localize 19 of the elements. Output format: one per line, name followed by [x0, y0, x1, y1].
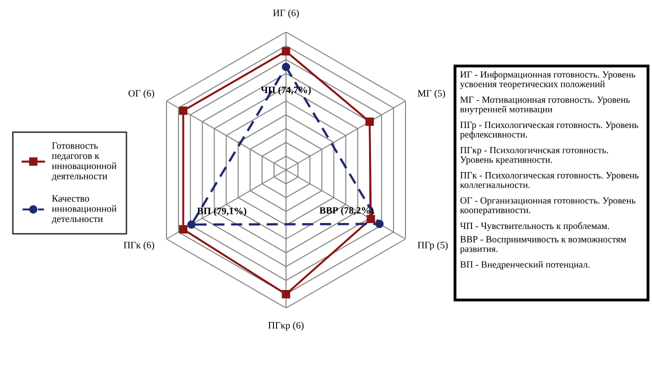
text: ЧП (74,7%): [260, 86, 311, 96]
spoke-label: ПГр (5): [418, 241, 448, 250]
text: ПГк - Психологическая готовность. Уровень коллегиальности.: [460, 172, 639, 188]
spoke-label: ИГ (6): [273, 9, 299, 18]
text: ПГр - Психологическая готовность. Уровень рефлексивности.: [460, 122, 638, 140]
text: ВП (79,1%): [197, 207, 246, 216]
text: ВВР - Восприимчивость к возможностям развития.: [460, 236, 626, 254]
spoke-label: ОГ (6): [128, 90, 154, 99]
spoke-label: МГ (5): [418, 90, 446, 99]
text: ПГкр - Психологичнская готовность. Уровень креативности.: [460, 146, 608, 165]
legend-label: Готовность педагогов к инновационной деятельности: [52, 142, 116, 182]
text: ИГ - Информационная готовность. Уровень усвоения теоретических положений: [460, 71, 636, 90]
legend-label: Качество инновационной детельности: [52, 195, 116, 224]
spoke-label: ПГк (6): [124, 241, 154, 250]
text: ЧП - Чувствительность к проблемам.: [460, 222, 610, 231]
text: МГ - Мотивационная готовность. Уровень внутренней мотивации: [460, 96, 630, 114]
text: ОГ - Организационная готовность. Уровень кооперативности.: [460, 197, 636, 216]
spoke-label: ПГкр (6): [268, 322, 304, 331]
text: ВП - Внедренческий потенциал.: [460, 261, 590, 270]
